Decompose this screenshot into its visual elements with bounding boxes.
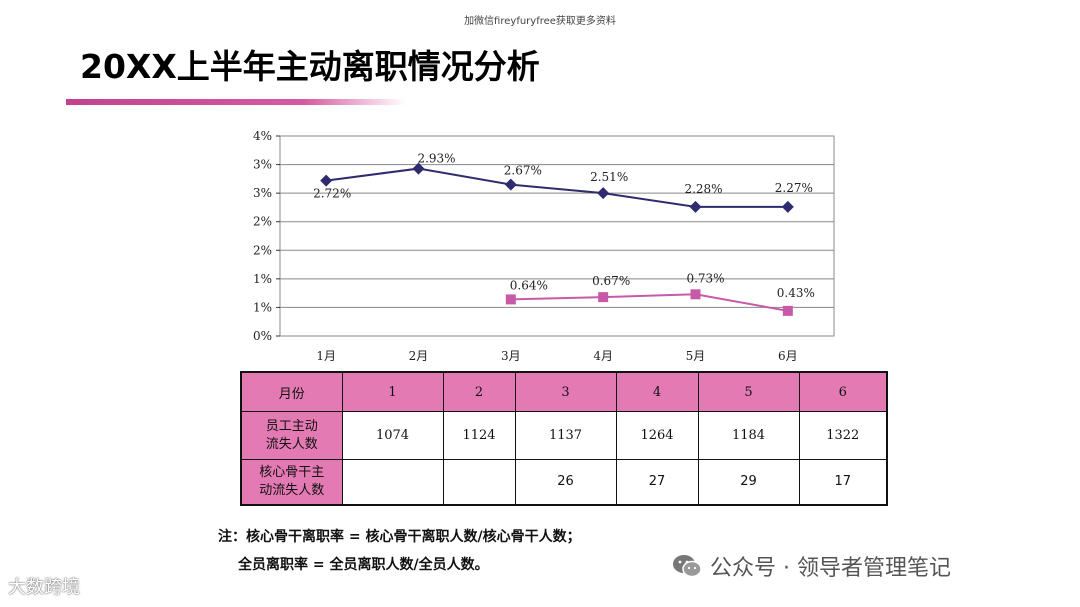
row-label-line: 流失人数 (265, 436, 318, 452)
table-header-cell: 5 (697, 371, 800, 412)
data-point (782, 305, 793, 316)
table-cell: 17 (798, 459, 888, 505)
data-point (690, 289, 701, 300)
data-label: 0.67% (592, 274, 630, 288)
data-label: 2.93% (417, 152, 455, 166)
watermark-right: 公众号 · 领导者管理笔记 (672, 550, 951, 582)
table-header-row: 月份 1 2 3 4 5 6 (240, 371, 888, 412)
table-header-cell: 1 (341, 371, 444, 412)
data-point (504, 178, 517, 191)
table-cell: 29 (697, 459, 800, 505)
y-tick-label: 3% (253, 186, 272, 200)
data-point (689, 200, 702, 213)
data-label: 0.73% (686, 271, 724, 285)
top-note: 加微信fireyfuryfree获取更多资料 (464, 16, 616, 27)
table-header-cell: 3 (514, 371, 617, 412)
data-label: 0.64% (510, 278, 548, 292)
plot-area (279, 135, 835, 337)
data-label: 2.72% (313, 187, 351, 201)
data-point (781, 200, 794, 213)
data-label: 2.27% (775, 181, 813, 195)
table-cell: 1074 (341, 411, 444, 460)
row-label-line: 核心骨干主 (259, 464, 325, 480)
table-cell (341, 459, 444, 505)
table-row: 核心骨干主 动流失人数 26 27 29 17 (240, 459, 888, 505)
table-cell: 1184 (697, 411, 800, 460)
y-tick-label: 1% (253, 272, 272, 286)
series-line (326, 167, 788, 208)
x-tick-label: 2月 (409, 349, 429, 363)
table-cell: 1264 (615, 411, 699, 460)
table-header-cell: 4 (615, 371, 699, 412)
table-cell: 1322 (798, 411, 888, 460)
table-cell (442, 459, 516, 505)
row-label-core-loss: 核心骨干主 动流失人数 (240, 459, 343, 505)
y-tick-label: 2% (253, 243, 272, 257)
y-tick-label: 1% (253, 300, 272, 314)
table-header-cell: 2 (442, 371, 516, 412)
table-cell: 1137 (514, 411, 617, 460)
x-tick-label: 6月 (778, 349, 798, 363)
data-point (597, 187, 610, 200)
formula-note-all: 全员离职率 = 全员离职人数/全员人数。 (238, 557, 489, 573)
data-point (320, 174, 333, 187)
row-label-line: 员工主动 (265, 418, 318, 434)
y-tick-label: 4% (253, 129, 272, 143)
watermark-left: 大数跨境 (8, 577, 80, 598)
data-label: 2.51% (590, 170, 628, 184)
x-tick-label: 3月 (501, 349, 521, 363)
data-point (412, 162, 425, 175)
row-label-employee-loss: 员工主动 流失人数 (240, 411, 343, 460)
table-cell: 26 (514, 459, 617, 505)
line-chart: 0% 1% 1% 2% 2% 3% 3% 4% 1月 2月 3月 4月 5月 6月 2.72% 2.93% 2.… (253, 129, 835, 363)
table-row: 员工主动 流失人数 1074 1124 1137 1264 1184 1322 (240, 411, 888, 460)
x-tick-label: 1月 (316, 349, 336, 363)
series-line (510, 293, 789, 312)
y-tick-label: 0% (253, 329, 272, 343)
y-tick-label: 2% (253, 215, 272, 229)
table-header-cell: 6 (798, 371, 888, 412)
y-tick-label: 3% (253, 158, 272, 172)
table-cell: 1124 (442, 411, 516, 460)
watermark-right-text: 公众号 · 领导者管理笔记 (710, 556, 951, 581)
x-tick-label: 4月 (593, 349, 613, 363)
x-tick-label: 5月 (686, 349, 706, 363)
wechat-icon (673, 555, 702, 578)
formula-note-core: 注：核心骨干离职率 = 核心骨干离职人数/核心骨干人数； (218, 529, 581, 545)
data-point (505, 294, 516, 305)
data-label: 0.43% (777, 286, 815, 300)
data-table: 月份 1 2 3 4 5 6 员工主动 流失人数 1074 1124 1137 … (240, 371, 888, 506)
data-point (598, 292, 609, 303)
data-label: 2.67% (504, 164, 542, 178)
slide-title: 20XX上半年主动离职情况分析 (80, 47, 540, 86)
table-header-cell: 月份 (240, 371, 343, 412)
data-label: 2.28% (684, 182, 722, 196)
row-label-line: 动流失人数 (259, 482, 325, 498)
table-cell: 27 (615, 459, 699, 505)
title-underline (66, 99, 406, 105)
